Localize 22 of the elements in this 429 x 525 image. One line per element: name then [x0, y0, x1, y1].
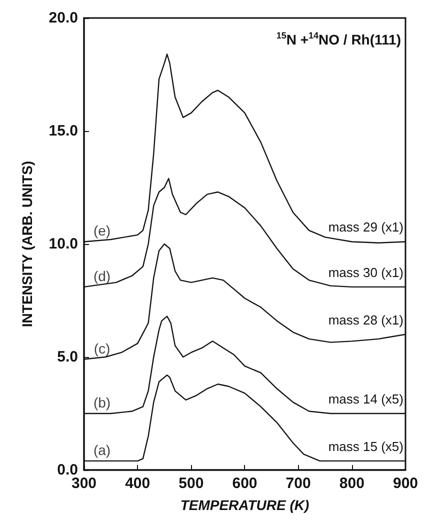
- x-tick-label: 700: [286, 475, 311, 492]
- y-tick-label: 15.0: [48, 122, 78, 140]
- x-tick-label: 400: [125, 475, 150, 492]
- series-label: mass 30 (x1): [328, 264, 404, 280]
- series-label: mass 14 (x5): [328, 392, 404, 406]
- series-label: mass 28 (x1): [328, 312, 404, 328]
- y-tick-label: 10.0: [48, 236, 78, 252]
- x-tick-label: 900: [392, 475, 418, 492]
- x-tick-label: 800: [339, 475, 364, 492]
- annotation: (b): [93, 394, 111, 410]
- y-tick-label: 5.0: [57, 348, 78, 366]
- annotation: (a): [93, 442, 111, 458]
- annotation: (d): [93, 268, 111, 284]
- annotation: (c): [94, 340, 110, 356]
- y-tick-label: 20.0: [48, 10, 78, 26]
- y-axis-title: INTENSITY (ARB. UNITS): [19, 160, 35, 328]
- series-label: mass 15 (x5): [328, 438, 404, 454]
- annotation: (e): [93, 222, 111, 239]
- x-tick-label: 500: [178, 475, 204, 492]
- series-label: mass 29 (x1): [328, 220, 404, 235]
- x-axis-title: TEMPERATURE (K): [180, 497, 310, 513]
- x-tick-label: 600: [232, 475, 258, 492]
